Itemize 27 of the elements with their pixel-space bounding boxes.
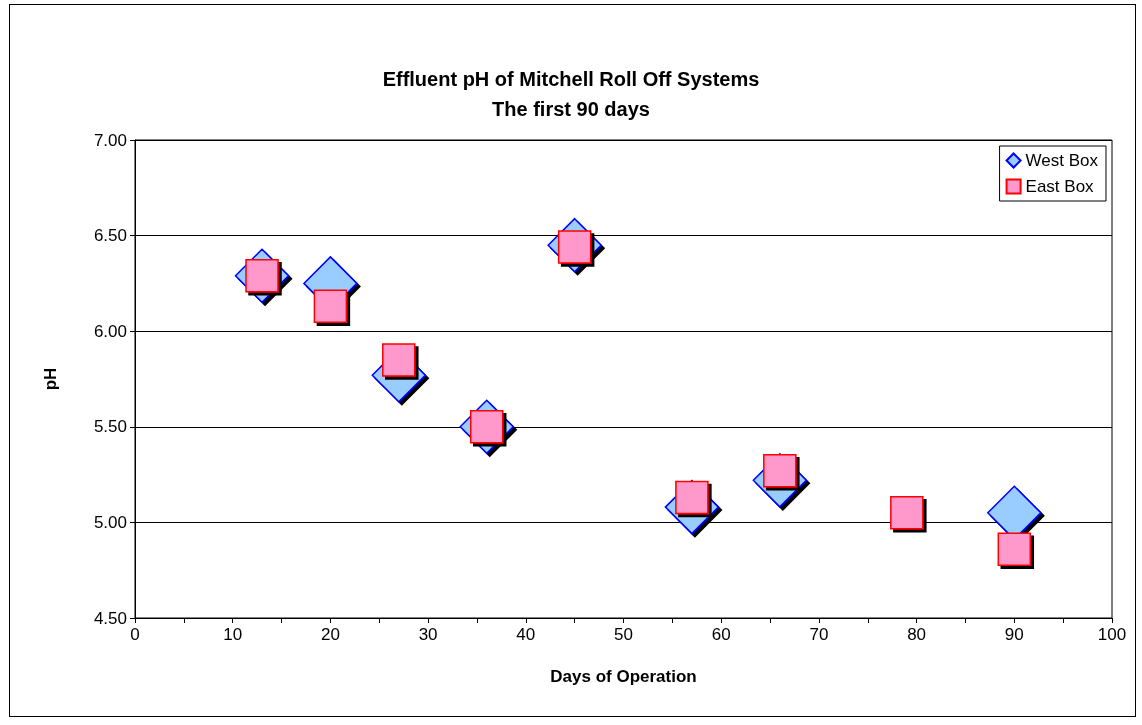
x-tick-label: 100 — [1097, 625, 1127, 644]
x-tick-label: 30 — [418, 625, 438, 644]
point — [382, 343, 416, 377]
point — [890, 496, 924, 530]
y-tick-label: 5.50 — [93, 417, 127, 437]
x-tick-label: 50 — [614, 625, 633, 644]
point — [313, 289, 348, 324]
x-tick-label: 60 — [711, 625, 731, 644]
x-tick-label: 20 — [320, 625, 340, 644]
y-tick-label: 4.50 — [93, 608, 127, 628]
point — [997, 532, 1032, 566]
y-tick-label: 7.00 — [93, 130, 127, 150]
x-tick-label: 90 — [1004, 625, 1024, 644]
x-tick-label: 10 — [223, 625, 243, 644]
chart-title: Effluent pH of Mitchell Roll Off Systems — [382, 68, 760, 90]
y-axis-title: pH — [41, 367, 60, 391]
legend-label: West Box — [1025, 151, 1099, 170]
x-tick-label: 80 — [907, 625, 927, 644]
y-tick-label: 6.00 — [93, 321, 127, 341]
y-tick-label: 5.00 — [93, 512, 127, 532]
x-tick-label: 70 — [809, 625, 829, 644]
y-tick-label: 6.50 — [93, 226, 127, 246]
chart-subtitle: The first 90 days — [492, 98, 650, 120]
x-tick-label: 40 — [516, 625, 536, 644]
x-axis-title: Days of Operation — [550, 667, 697, 686]
x-tick-label: 0 — [130, 625, 140, 644]
legend-label: East Box — [1025, 177, 1095, 196]
